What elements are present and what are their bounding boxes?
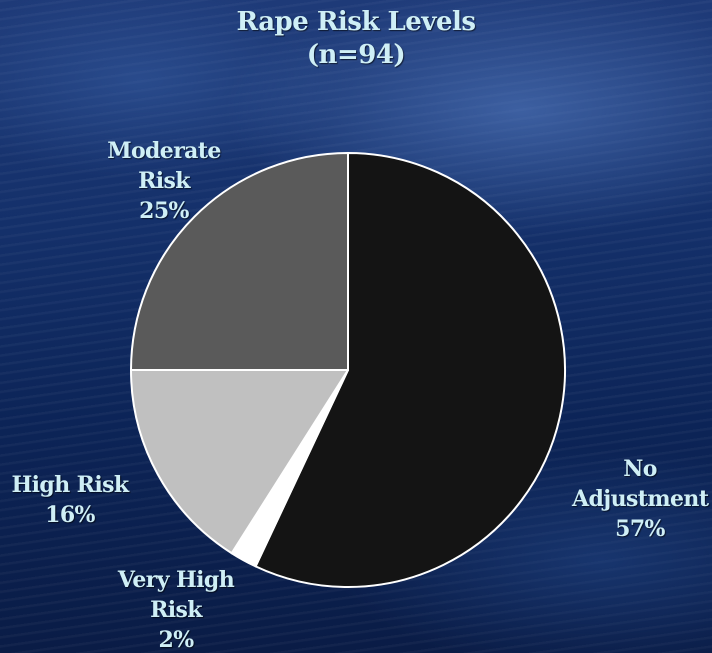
pie-slice-high-risk <box>130 369 349 555</box>
pie-slice-no-adjustment <box>254 152 566 588</box>
pie-slice-moderate-risk <box>130 152 349 371</box>
chart-title-block: Rape Risk Levels (n=94) <box>0 6 712 72</box>
chart-title: Rape Risk Levels <box>236 7 477 37</box>
slice-label-high-risk: High Risk 16% <box>11 472 129 528</box>
slice-label-moderate-risk: Moderate Risk 25% <box>107 138 221 224</box>
slice-label-no-adjustment: No Adjustment 57% <box>572 456 709 542</box>
chart-subtitle: (n=94) <box>306 40 406 70</box>
slice-label-very-high-risk: Very High Risk 2% <box>117 567 235 653</box>
